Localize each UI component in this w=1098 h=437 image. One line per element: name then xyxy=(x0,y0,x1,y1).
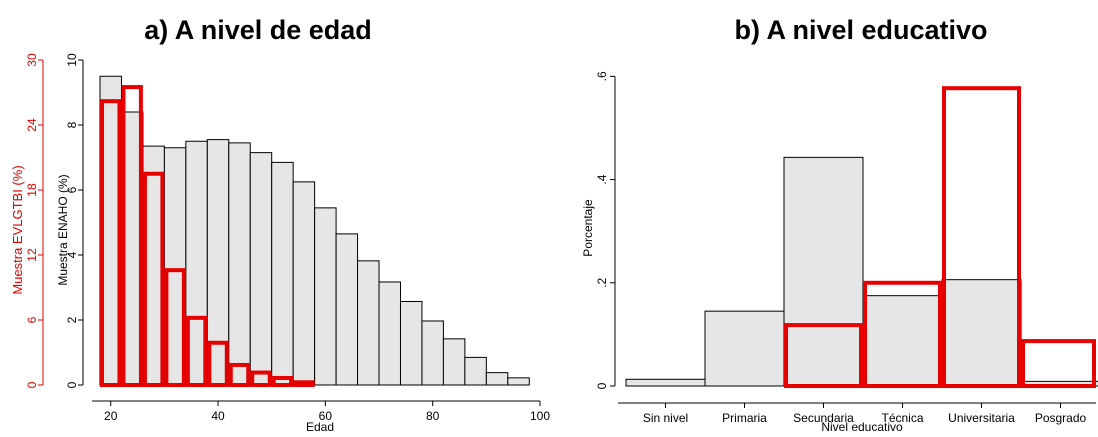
y-tick-label-left: 24 xyxy=(25,118,39,132)
evlgtbi-bar xyxy=(250,370,272,387)
x-axis-label-age: Edad xyxy=(306,420,334,432)
chart-title-education: b) A nivel educativo xyxy=(734,15,987,45)
evlgtbi-bar xyxy=(185,315,208,388)
y-tick-label-education: .6 xyxy=(595,71,609,81)
y-tick-label-education: .2 xyxy=(595,277,609,287)
y-tick-label-right: 2 xyxy=(65,316,79,323)
enaho-bar xyxy=(249,152,273,386)
y-tick-label-left: 30 xyxy=(25,53,39,67)
evlgtbi-bar xyxy=(228,362,251,388)
evlgtbi-bar xyxy=(100,99,122,388)
enaho-bar xyxy=(442,338,466,386)
education-bar xyxy=(704,310,785,387)
enaho-bar xyxy=(399,300,423,386)
education-bar xyxy=(783,156,864,387)
education-bar-outline xyxy=(1021,339,1096,388)
y-tick-label-right: 6 xyxy=(65,186,79,193)
evlgtbi-bar xyxy=(271,375,294,388)
chart-title-age: a) A nivel de edad xyxy=(144,15,372,45)
y-axis-label-left: Muestra EVLGTBI (%) xyxy=(10,165,25,294)
enaho-bar xyxy=(357,260,380,386)
enaho-bar xyxy=(335,233,359,386)
y-tick-label-education: .4 xyxy=(595,174,609,184)
education-bar-outline xyxy=(942,86,1021,389)
education-bars xyxy=(625,86,1098,389)
enaho-bar xyxy=(228,142,251,386)
category-label: Secundaria xyxy=(793,411,854,425)
panel-education: b) A nivel educativo Sin nivel Primaria Se… xyxy=(581,15,1098,434)
enaho-bar xyxy=(507,377,530,386)
y-tick-label-right: 8 xyxy=(65,121,79,128)
x-tick-label: 100 xyxy=(530,409,550,423)
x-axis-label-education: Nivel educativo xyxy=(821,420,903,432)
y-tick-label-left: 0 xyxy=(25,381,39,388)
education-bar xyxy=(862,295,943,387)
y-tick-label-right: 10 xyxy=(65,53,79,67)
panel-age: a) A nivel de edad 20 40 60 80 1000612182430… xyxy=(10,15,550,434)
education-bar-outline xyxy=(863,280,942,389)
evlgtbi-bar xyxy=(164,268,186,387)
y-tick-label-right: 4 xyxy=(65,251,79,258)
y-axis-label-education: Porcentaje xyxy=(581,199,595,257)
education-bar xyxy=(625,378,706,387)
category-label: Técnica xyxy=(881,411,923,425)
category-label: Primaria xyxy=(722,411,767,425)
y-axis-label-right: Muestra ENAHO (%) xyxy=(56,174,70,285)
evlgtbi-bar xyxy=(121,85,143,387)
enaho-bars xyxy=(99,75,530,386)
evlgtbi-bar xyxy=(142,171,165,387)
category-label: Posgrado xyxy=(1035,411,1087,425)
enaho-bar xyxy=(464,356,487,386)
x-tick-label: 80 xyxy=(426,409,440,423)
x-tick-label: 20 xyxy=(104,409,118,423)
evlgtbi-bar xyxy=(293,380,315,387)
category-label: Sin nivel xyxy=(643,411,688,425)
evlgtbi-bars xyxy=(100,85,315,388)
education-bar-outline xyxy=(784,323,863,388)
enaho-bar xyxy=(271,161,294,386)
enaho-bar xyxy=(378,281,401,386)
enaho-bar xyxy=(292,181,316,386)
y-tick-label-education: 0 xyxy=(595,382,609,389)
y-tick-label-right: 0 xyxy=(65,381,79,388)
enaho-bar xyxy=(314,207,337,386)
x-tick-label: 60 xyxy=(319,409,333,423)
x-tick-label: 40 xyxy=(211,409,225,423)
axes-education: Sin nivel Primaria Secundaria Técnica Univer… xyxy=(595,71,1096,425)
enaho-bar xyxy=(485,372,509,386)
y-tick-label-left: 18 xyxy=(25,183,39,197)
enaho-bar xyxy=(421,320,444,386)
y-tick-label-left: 6 xyxy=(25,316,39,323)
y-tick-label-left: 12 xyxy=(25,248,39,262)
category-label: Universitaria xyxy=(948,411,1015,425)
education-bar xyxy=(941,279,1022,387)
evlgtbi-bar xyxy=(207,340,229,387)
